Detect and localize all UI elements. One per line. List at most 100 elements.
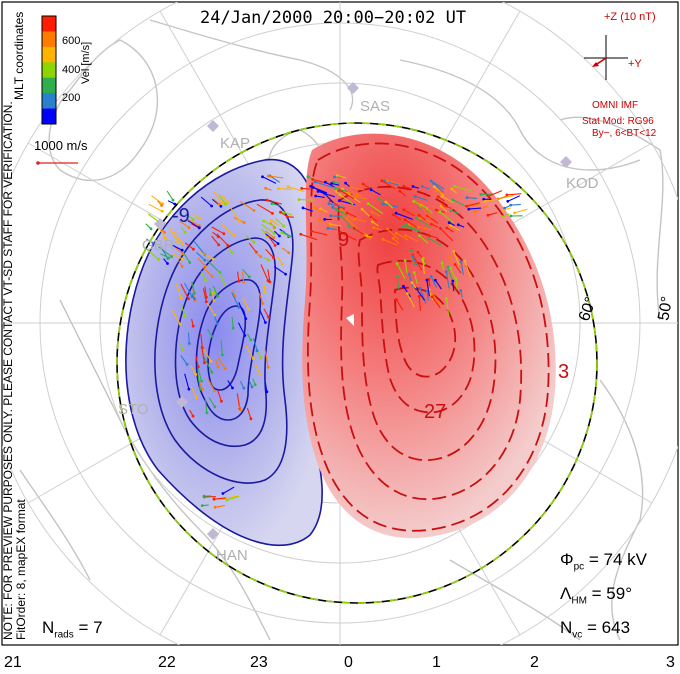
velocity-vector-origin — [413, 195, 417, 198]
velocity-vector-origin — [213, 313, 217, 317]
mlt-tick-1: 1 — [432, 654, 441, 671]
velocity-vector — [413, 200, 428, 209]
velocity-vector-origin — [501, 209, 505, 212]
velocity-vector — [170, 308, 181, 325]
velocity-vector-origin — [429, 179, 433, 183]
velocity-vector-origin — [212, 497, 216, 501]
velocity-vector — [206, 259, 221, 273]
velocity-vector — [353, 227, 364, 236]
velocity-vector — [428, 234, 439, 239]
velocity-vector-origin — [149, 227, 153, 231]
velocity-vector-origin — [323, 218, 327, 221]
velocity-vector-origin — [418, 204, 422, 208]
velocity-vector — [237, 271, 240, 282]
velocity-vector-origin — [355, 194, 358, 198]
velocity-vector — [402, 285, 411, 298]
velocity-vector — [202, 288, 207, 302]
velocity-vector-origin — [212, 299, 216, 303]
velocity-vector — [204, 398, 208, 413]
velocity-vector-origin — [242, 221, 246, 224]
velocity-vector-origin — [438, 210, 442, 214]
velocity-vector-origin — [210, 370, 214, 374]
velocity-vector-origin — [421, 256, 425, 260]
model-condition-label: By−, 6<BT<12 — [592, 128, 657, 139]
velocity-vector-origin — [198, 387, 202, 391]
velocity-vector — [242, 271, 245, 282]
velocity-vector — [344, 190, 363, 197]
velocity-vector-origin — [345, 217, 348, 221]
velocity-vector-origin — [220, 399, 223, 403]
velocity-vector — [387, 180, 401, 186]
velocity-vector-origin — [482, 197, 486, 201]
velocity-vector-origin — [269, 218, 273, 222]
velocity-vector — [466, 202, 480, 207]
velocity-vector — [184, 373, 190, 390]
velocity-vector — [256, 203, 273, 214]
velocity-vector — [354, 218, 367, 222]
velocity-vector-origin — [198, 224, 201, 228]
velocity-vector — [180, 355, 188, 365]
velocity-vector — [246, 407, 252, 419]
colorbar-tick-200: 200 — [62, 92, 81, 104]
velocity-vector — [195, 355, 199, 367]
velocity-vector — [211, 292, 215, 301]
velocity-vector — [178, 220, 190, 229]
velocity-vector — [350, 186, 365, 191]
velocity-vector-origin — [202, 494, 206, 498]
velocity-vector-origin — [459, 260, 463, 264]
velocity-vector — [222, 486, 235, 494]
velocity-vector-origin — [171, 198, 175, 202]
velocity-vector-origin — [247, 307, 250, 311]
velocity-vector — [277, 256, 283, 265]
velocity-vector-origin — [252, 209, 256, 212]
velocity-vector — [328, 203, 346, 209]
velocity-vector-origin — [465, 204, 469, 208]
velocity-vector-origin — [215, 322, 219, 326]
velocity-vector-origin — [430, 222, 433, 226]
velocity-vector — [170, 252, 183, 260]
velocity-vector-origin — [188, 261, 192, 264]
velocity-vector-origin — [196, 365, 200, 369]
velocity-vector-origin — [339, 231, 343, 235]
velocity-vector-origin — [391, 236, 395, 240]
velocity-vector-origin — [337, 199, 341, 203]
velocity-vector-origin — [436, 195, 440, 199]
velocity-vector — [330, 215, 341, 217]
velocity-vector-origin — [416, 225, 420, 229]
mlt-tick-3: 3 — [666, 654, 675, 671]
velocity-vector-origin — [249, 417, 253, 421]
velocity-vector — [403, 209, 415, 217]
velocity-vector-origin — [210, 275, 214, 278]
velocity-vector-origin — [409, 249, 413, 252]
velocity-vector-origin — [193, 297, 196, 301]
velocity-vector-origin — [306, 175, 310, 179]
velocity-vector-origin — [384, 200, 388, 204]
colorbar-band — [42, 77, 56, 94]
velocity-vector-origin — [258, 372, 262, 376]
velocity-vector — [324, 193, 334, 204]
velocity-vector-origin — [223, 367, 227, 370]
velocity-vector — [404, 260, 408, 275]
velocity-vector — [202, 267, 213, 277]
velocity-vector — [187, 220, 200, 229]
velocity-vector-origin — [381, 202, 385, 206]
velocity-vector-origin — [401, 224, 404, 228]
velocity-vector-origin — [209, 293, 213, 297]
velocity-vector — [151, 195, 163, 205]
velocity-vector-origin — [151, 241, 155, 245]
velocity-vector — [337, 174, 347, 179]
velocity-vector-origin — [427, 236, 430, 240]
velocity-vector-origin — [216, 294, 220, 298]
velocity-vector — [238, 302, 247, 319]
colorbar-band — [42, 31, 56, 48]
velocity-vector — [187, 218, 200, 227]
colorbar-band — [42, 108, 56, 125]
velocity-vector-origin — [223, 282, 226, 286]
velocity-vector — [245, 345, 254, 359]
velocity-vector — [248, 242, 257, 253]
velocity-vector — [426, 291, 429, 301]
velocity-vector-origin — [509, 214, 513, 218]
velocity-vector-origin — [197, 226, 201, 230]
colorbar-tick-400: 400 — [62, 64, 81, 76]
velocity-vector — [430, 291, 442, 307]
